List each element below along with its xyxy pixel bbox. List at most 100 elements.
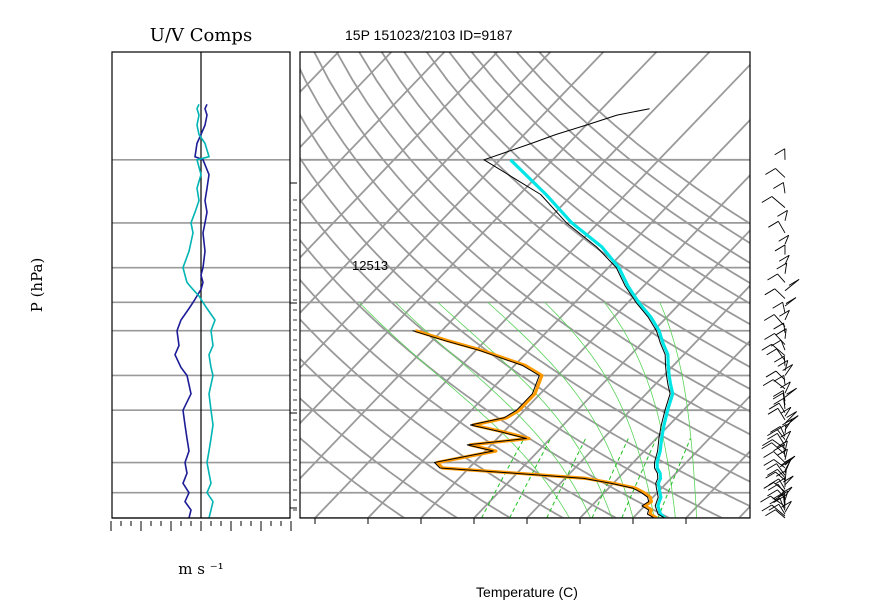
isotherm [314,63,750,518]
wind-barb-flag [774,355,785,363]
wind-barb [784,328,787,339]
wind-barb-flag [764,288,776,296]
wind-barb [784,210,788,221]
wind-barb-flag [781,500,792,508]
uv-series-line [174,103,210,519]
wind-barb-flag [768,220,779,228]
wind-barb-flag [786,411,797,418]
wind-barb-flag [767,407,779,415]
wind-barb [784,235,790,245]
wind-barb-flag [763,314,775,321]
dry-adiabat [300,436,405,518]
wind-barb [783,356,786,366]
isotherm [300,52,605,370]
uv-y-axis-label: P (hPa) [28,258,46,313]
isotherm [300,52,393,149]
skewt-x-axis-label: Temperature (C) [476,584,578,600]
moist-adiabat [437,302,613,518]
mixing-ratio-line [509,438,552,518]
wind-barb [771,196,786,208]
wind-barb [784,491,789,501]
wind-barb [778,478,786,490]
dry-adiabat [335,52,750,413]
wind-barb [776,463,786,476]
wind-barb-flag [765,509,776,517]
isotherm [300,52,711,480]
wind-barb [784,255,790,265]
skewt-title: 15P 151023/2103 ID=9187 [345,27,513,43]
wind-barb [783,375,786,385]
isotherm [300,52,658,425]
wind-barb [782,302,786,314]
wind-barb-flag [778,234,789,242]
isotherm [420,173,750,518]
wind-barb [784,475,794,486]
wind-barb [772,439,786,449]
wind-barb-flag [776,262,787,270]
isotherm [473,229,750,518]
wind-barb-flag [772,301,783,309]
wind-barb-flag [765,471,776,479]
isotherm [300,52,552,315]
wind-barb-flag [774,493,785,501]
wind-barb-flag [777,448,788,456]
wind-barb-flag [767,489,778,497]
wind-barb-flag [780,381,791,389]
wind-barb [772,379,786,390]
wind-barb-flag [782,364,793,371]
dry-adiabat [313,52,750,436]
wind-barb-flag [765,370,777,378]
wind-barb [771,504,786,517]
wind-barbs [760,148,800,519]
wind-barb-flag [778,254,790,262]
wind-barb-flag [779,309,790,317]
uv-grid [112,52,290,519]
isotherm [367,118,750,518]
wind-barb [784,501,792,513]
wind-barb-flag [764,333,775,340]
wind-barb [782,182,786,194]
isotherm [526,284,750,518]
wind-barb-flag [767,432,778,440]
skewt-plot-frame [299,51,751,519]
wind-barb-flag [774,244,786,252]
uv-series-line [182,103,216,519]
isotherm [0,52,179,518]
wind-barb-flag [761,442,772,450]
wind-barb-flag [766,463,777,471]
wind-barb-flag [773,390,784,397]
wind-barb-flag [776,423,787,431]
isotherm [0,52,126,518]
wind-barb-flag [762,379,774,386]
isotherm [738,505,750,518]
dry-adiabat [300,397,458,518]
dry-adiabat [471,52,750,285]
wind-barb [775,509,786,519]
isotherm [579,339,750,518]
wind-barb [771,442,786,455]
uv-plot-frame [111,51,291,519]
height-km-tick-labels [290,182,297,511]
wind-barb-flag [761,504,773,512]
wind-barb [775,370,786,381]
wind-barb [783,493,786,505]
wind-barb-flag [761,196,773,203]
isotherm [632,394,750,518]
wind-barb-flag [763,459,774,466]
wind-barb [773,451,786,463]
wind-barb [775,168,786,178]
isotherm [300,52,446,204]
wind-barb [777,273,786,283]
moist-adiabat [604,302,676,518]
wind-barb [771,343,786,356]
dry-adiabat [358,52,750,390]
wind-barb-flag [770,426,781,433]
uv-panel-title: U/V Comps [150,25,252,46]
wind-barb-flag [760,495,771,503]
dry-adiabat [300,238,670,518]
wind-barb [774,333,786,345]
wind-barb-flag [767,429,778,437]
dry-adiabat [300,113,750,483]
wind-barb-flag [780,406,792,414]
uv-series-group [174,103,216,519]
